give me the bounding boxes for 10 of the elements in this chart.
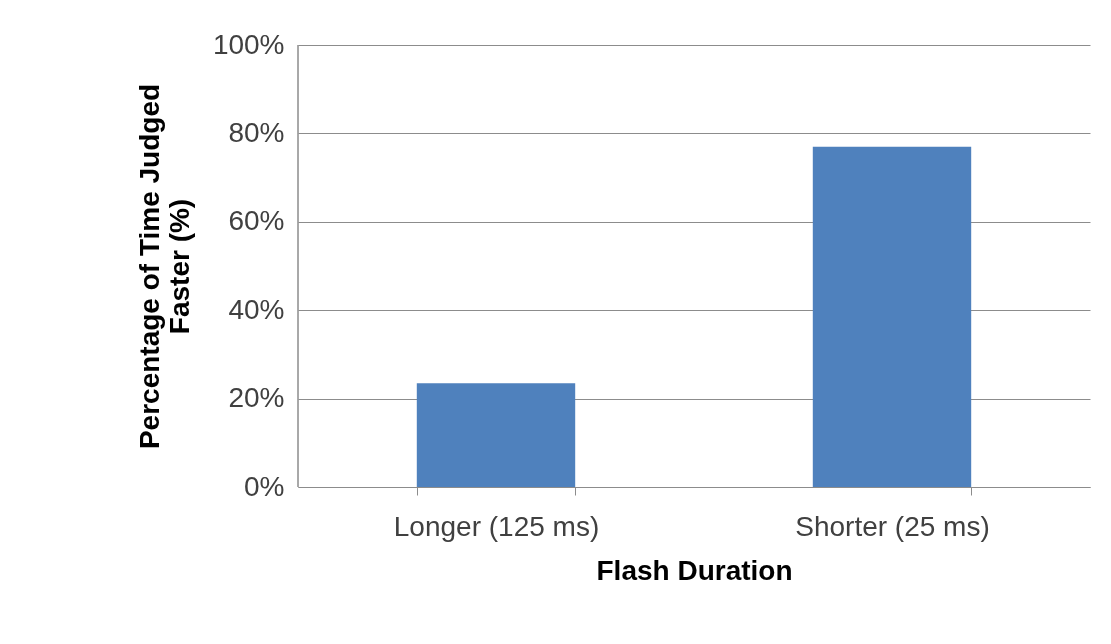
y-tick-label: 20% xyxy=(228,382,285,414)
y-tick-label: 40% xyxy=(228,293,285,325)
y-tick-label: 80% xyxy=(228,116,285,148)
x-tick-label: Shorter (25 ms) xyxy=(795,510,990,542)
y-tick-label: 60% xyxy=(228,205,285,237)
x-axis-title: Flash Duration xyxy=(596,554,793,586)
x-tick-label: Longer (125 ms) xyxy=(393,510,600,542)
y-tick-label: 100% xyxy=(212,28,285,60)
y-tick-label: 0% xyxy=(244,470,285,502)
y-axis-title: Percentage of Time Judged Faster (%) xyxy=(133,83,195,450)
